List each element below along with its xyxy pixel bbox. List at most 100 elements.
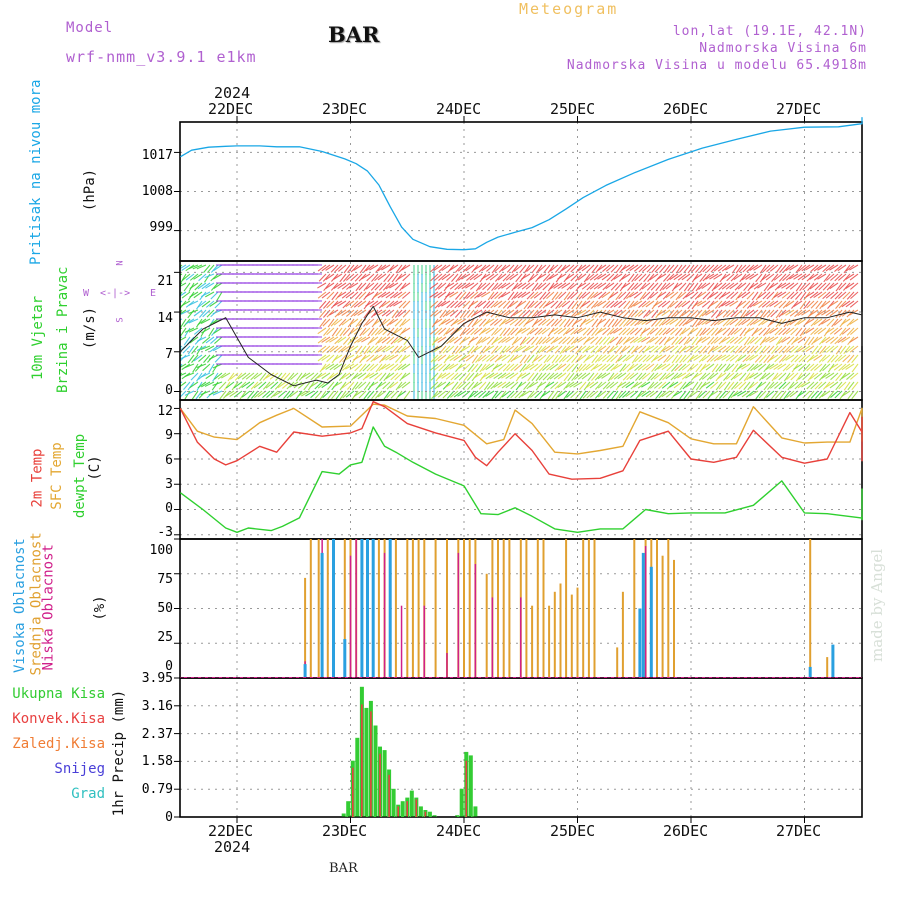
precip-convective-bar — [361, 704, 363, 817]
lonlat-label: lon,lat (19.1E, 42.1N) — [672, 24, 867, 39]
temp-tick: 0 — [165, 501, 173, 516]
dewpt-line — [179, 426, 863, 533]
legend-freezing-rain: Zaledj.Kisa — [12, 736, 105, 752]
wind-field-layer — [180, 264, 859, 400]
day-label-bottom-26: 26DEC — [663, 822, 709, 840]
cloud-tick: 50 — [157, 601, 173, 616]
cloud-bar — [536, 539, 539, 678]
cloud-bar — [531, 605, 534, 678]
wind-tick: 21 — [157, 274, 173, 289]
legend-total-rain: Ukupna Kisa — [12, 686, 105, 702]
cloud-bar — [508, 539, 511, 678]
cloud-bar — [304, 577, 307, 678]
wind-vectors — [180, 264, 859, 400]
cloud-tick: 0 — [165, 659, 173, 674]
precip-total-bar — [418, 806, 423, 817]
precip-convective-bar — [424, 811, 427, 817]
station-title: BAR — [328, 22, 380, 47]
cloud-bar — [667, 539, 670, 678]
day-label-bottom-22: 22DEC — [208, 822, 254, 840]
cloud-bar — [377, 539, 380, 678]
precip-total-bar — [459, 788, 464, 817]
cloud-bar — [525, 539, 528, 678]
cloud-bar — [326, 539, 329, 678]
cloud-bar — [520, 597, 522, 678]
cloud-bar — [474, 564, 477, 678]
model-name: wrf-nmm_v3.9.1 e1km — [66, 48, 257, 66]
day-label-top-24: 24DEC — [436, 100, 482, 118]
cloud-bar — [808, 666, 812, 678]
precip-tick: 0 — [165, 810, 173, 825]
precip-convective-bar — [370, 711, 372, 817]
cloud-bar — [673, 559, 675, 678]
day-label-bottom-25: 25DEC — [550, 822, 596, 840]
day-label-top-27: 27DEC — [776, 100, 822, 118]
cloud-bar — [446, 539, 448, 678]
cloud-bar — [411, 539, 414, 678]
precip-convective-bar — [352, 767, 354, 817]
precip-total-bar — [400, 801, 405, 817]
cloud-bar — [587, 539, 590, 678]
day-label-bottom-27: 27DEC — [776, 822, 822, 840]
cloud-bar — [491, 597, 494, 678]
cloud-bar — [638, 608, 642, 678]
cloud-bar — [371, 539, 375, 678]
precip-convective-bar — [465, 760, 468, 817]
cloud-bar — [593, 539, 596, 678]
precip-total-bar — [455, 815, 460, 817]
day-label-top-26: 26DEC — [663, 100, 709, 118]
precip-convective-bar — [379, 753, 381, 817]
day-label-bottom-23: 23DEC — [322, 822, 368, 840]
altitude-label: Nadmorska Visina 6m — [699, 41, 867, 56]
year-bottom: 2024 — [214, 838, 251, 856]
cloud-bar — [565, 539, 568, 678]
panel-frame — [179, 121, 863, 262]
sfc-temp-line — [179, 403, 863, 455]
cloud-bar — [349, 555, 352, 678]
precip-convective-bar — [406, 801, 408, 817]
cloud-bar — [332, 539, 335, 678]
day-label-top-23: 23DEC — [322, 100, 368, 118]
wind-tick: 14 — [157, 311, 173, 326]
cloud-bar — [502, 539, 505, 678]
cloud-bar — [641, 552, 645, 678]
cloud-bar — [621, 591, 624, 678]
cloud-tick: 75 — [157, 572, 173, 587]
cloud-bar — [656, 539, 658, 678]
temp-tick: 12 — [157, 404, 173, 419]
grid-layer — [180, 122, 862, 818]
cloud-bar — [423, 605, 425, 678]
cloud-bar — [468, 539, 471, 678]
cloud-bar — [457, 552, 460, 678]
cloud-bar — [320, 552, 324, 678]
cloud-bar — [576, 587, 579, 678]
cloud-bar — [809, 539, 812, 678]
temp-tick: 9 — [165, 428, 173, 443]
cloud-bar — [570, 594, 573, 678]
precip-total-bar — [409, 790, 414, 817]
panel-frame — [179, 677, 863, 818]
precip-tick: 0.79 — [141, 782, 173, 797]
cloud-bar — [616, 647, 619, 678]
precip-total-bar — [427, 811, 432, 817]
day-label-bottom-24: 24DEC — [436, 822, 482, 840]
cloud-bar — [497, 539, 499, 678]
pressure-tick: 1008 — [141, 184, 173, 199]
precip-convective-bar — [388, 774, 390, 817]
pressure-tick: 999 — [149, 220, 173, 235]
compass-west: W — [83, 288, 90, 299]
cloud-bar — [400, 605, 403, 678]
precip-tick: 1.58 — [141, 754, 173, 769]
cloud-bar — [644, 546, 647, 678]
cloud-bar — [303, 664, 307, 678]
temp-tick: -3 — [157, 525, 173, 540]
cloud-bar — [446, 653, 448, 678]
precip-total-bar — [432, 815, 437, 817]
pressure-line — [179, 117, 863, 251]
cloud-bar — [548, 605, 551, 678]
cloud-bar — [649, 566, 653, 678]
temp-tick: 6 — [165, 453, 173, 468]
legend-hail: Grad — [71, 786, 105, 802]
precip-total-bar — [391, 788, 396, 817]
